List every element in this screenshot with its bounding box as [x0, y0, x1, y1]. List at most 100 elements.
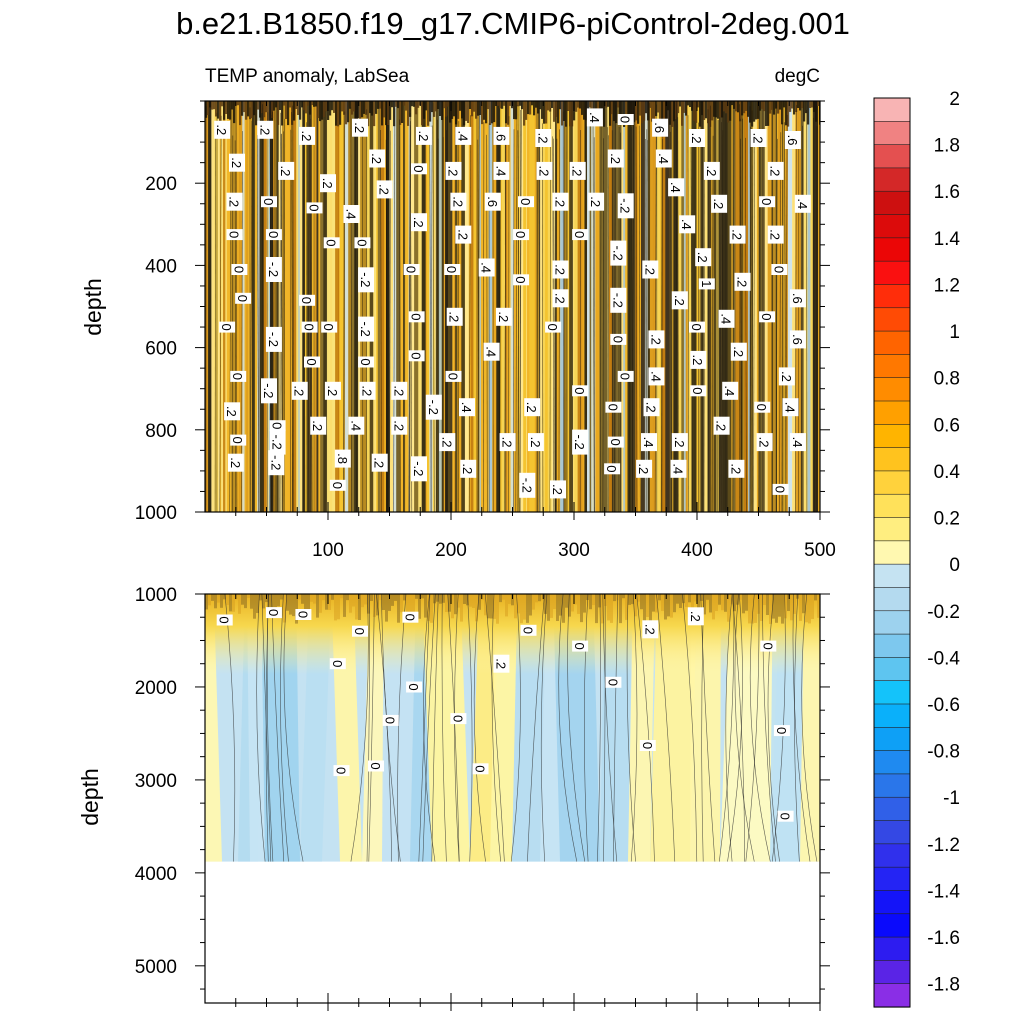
contour-label-text: -.2	[519, 478, 534, 493]
upper-field-stripe	[329, 101, 333, 512]
lower-surface-band	[598, 594, 601, 608]
upper-contour-label: 0	[408, 311, 425, 323]
upper-surface-band	[779, 101, 782, 110]
contour-label-box	[777, 810, 794, 822]
upper-field-stripe	[713, 101, 717, 512]
upper-surface-band	[785, 101, 788, 126]
upper-field-stripe	[404, 101, 409, 512]
lower-contour-line	[745, 594, 760, 862]
contour-label-text: 0	[330, 482, 345, 489]
contour-label-text: 0	[266, 231, 281, 238]
upper-contour-label: .2	[730, 342, 747, 361]
upper-contour-label: 0	[772, 483, 789, 495]
upper-surface-band	[381, 101, 384, 126]
upper-surface-band	[481, 101, 484, 125]
contour-label-box	[648, 367, 665, 386]
upper-field-stripe	[205, 101, 209, 512]
upper-surface-band	[209, 101, 212, 108]
lower-surface-band	[289, 594, 292, 615]
upper-contour-label: 0	[230, 370, 247, 382]
upper-contour-label: .2	[728, 459, 745, 478]
contour-label-text: .4	[668, 182, 683, 193]
lower-surface-band	[742, 594, 745, 614]
contour-label-text: 0	[545, 323, 560, 330]
upper-surface-band	[377, 101, 380, 109]
upper-field-stripe	[529, 101, 533, 512]
lower-surface-band	[688, 594, 691, 603]
contour-label-text: .2	[550, 484, 565, 495]
upper-surface-band	[211, 101, 214, 110]
contour-label-text: 0	[754, 404, 769, 411]
contour-label-box	[265, 229, 282, 241]
upper-field-stripe	[362, 101, 365, 512]
upper-contour-label: .2	[369, 149, 386, 168]
lower-surface-band	[205, 594, 208, 610]
contour-label-text: .2	[588, 196, 603, 207]
upper-surface-band	[731, 101, 734, 106]
colorbar-label: -0.4	[927, 648, 960, 669]
lower-surface-band	[508, 594, 511, 604]
upper-field-stripe	[587, 101, 590, 512]
contour-label-text: .2	[493, 658, 508, 669]
lower-contour-label: 0	[329, 658, 346, 670]
upper-surface-band	[443, 101, 446, 109]
contour-label-box	[771, 264, 788, 275]
upper-contour-line	[385, 139, 388, 512]
upper-contour-label: .2	[227, 453, 244, 472]
upper-contour-label: .2	[371, 453, 388, 472]
lower-surface-band	[358, 594, 361, 620]
upper-surface-band	[639, 101, 642, 116]
lower-contour-line	[256, 594, 266, 862]
upper-contour-label: .4	[586, 108, 603, 127]
upper-surface-band	[463, 101, 466, 126]
contour-label-box	[687, 607, 704, 626]
lower-contour-line	[224, 594, 236, 862]
upper-surface-band	[745, 101, 748, 111]
chart-subtitle: TEMP anomaly, LabSea	[205, 66, 410, 87]
upper-field-stripe	[772, 101, 777, 512]
upper-field-stripe	[298, 101, 301, 512]
lower-surface-band	[568, 594, 571, 617]
upper-surface-band	[355, 101, 358, 125]
upper-surface-band	[333, 101, 336, 113]
contour-label-text: 0	[302, 323, 317, 330]
colorbar-swatch	[873, 400, 911, 425]
contour-label-box	[734, 272, 751, 291]
upper-surface-band	[649, 101, 652, 108]
upper-field-stripe	[421, 101, 426, 512]
upper-contour-label: .2	[756, 433, 773, 452]
upper-field-stripe	[547, 101, 552, 512]
contour-label-box	[460, 459, 477, 478]
lower-surface-band	[361, 594, 364, 608]
upper-field-stripe	[687, 101, 692, 512]
contour-label-text: .2	[411, 217, 426, 228]
upper-contour-line	[781, 123, 784, 512]
contour-label-text: .4	[795, 198, 810, 209]
upper-contour-label: .2	[299, 126, 316, 145]
contour-label-box	[358, 356, 375, 368]
contour-label-text: .2	[690, 354, 705, 365]
lower-contour-line	[454, 594, 460, 862]
contour-label-text: 0	[354, 239, 369, 246]
colorbar-swatch	[873, 703, 911, 728]
contour-label-box	[352, 118, 368, 137]
upper-field-stripe	[647, 101, 650, 512]
lower-surface-band	[436, 594, 439, 602]
upper-surface-band	[801, 101, 804, 109]
upper-field-stripe	[706, 101, 708, 512]
lower-surface-band	[223, 594, 226, 600]
lower-surface-band	[553, 594, 556, 609]
contour-label-box	[459, 398, 475, 417]
upper-contour-line	[749, 126, 751, 512]
contour-label-box	[789, 289, 806, 308]
upper-surface-band	[277, 101, 280, 125]
contour-label-text: .2	[528, 437, 543, 448]
y-tick-label: 1000	[135, 503, 177, 524]
contour-label-box	[358, 267, 375, 293]
upper-surface-band	[461, 101, 464, 119]
lower-surface-band	[613, 594, 616, 602]
colorbar-swatch	[873, 470, 911, 495]
lower-surface-band	[424, 594, 427, 618]
upper-field-stripe	[373, 101, 376, 512]
upper-field-stripe	[735, 101, 740, 512]
